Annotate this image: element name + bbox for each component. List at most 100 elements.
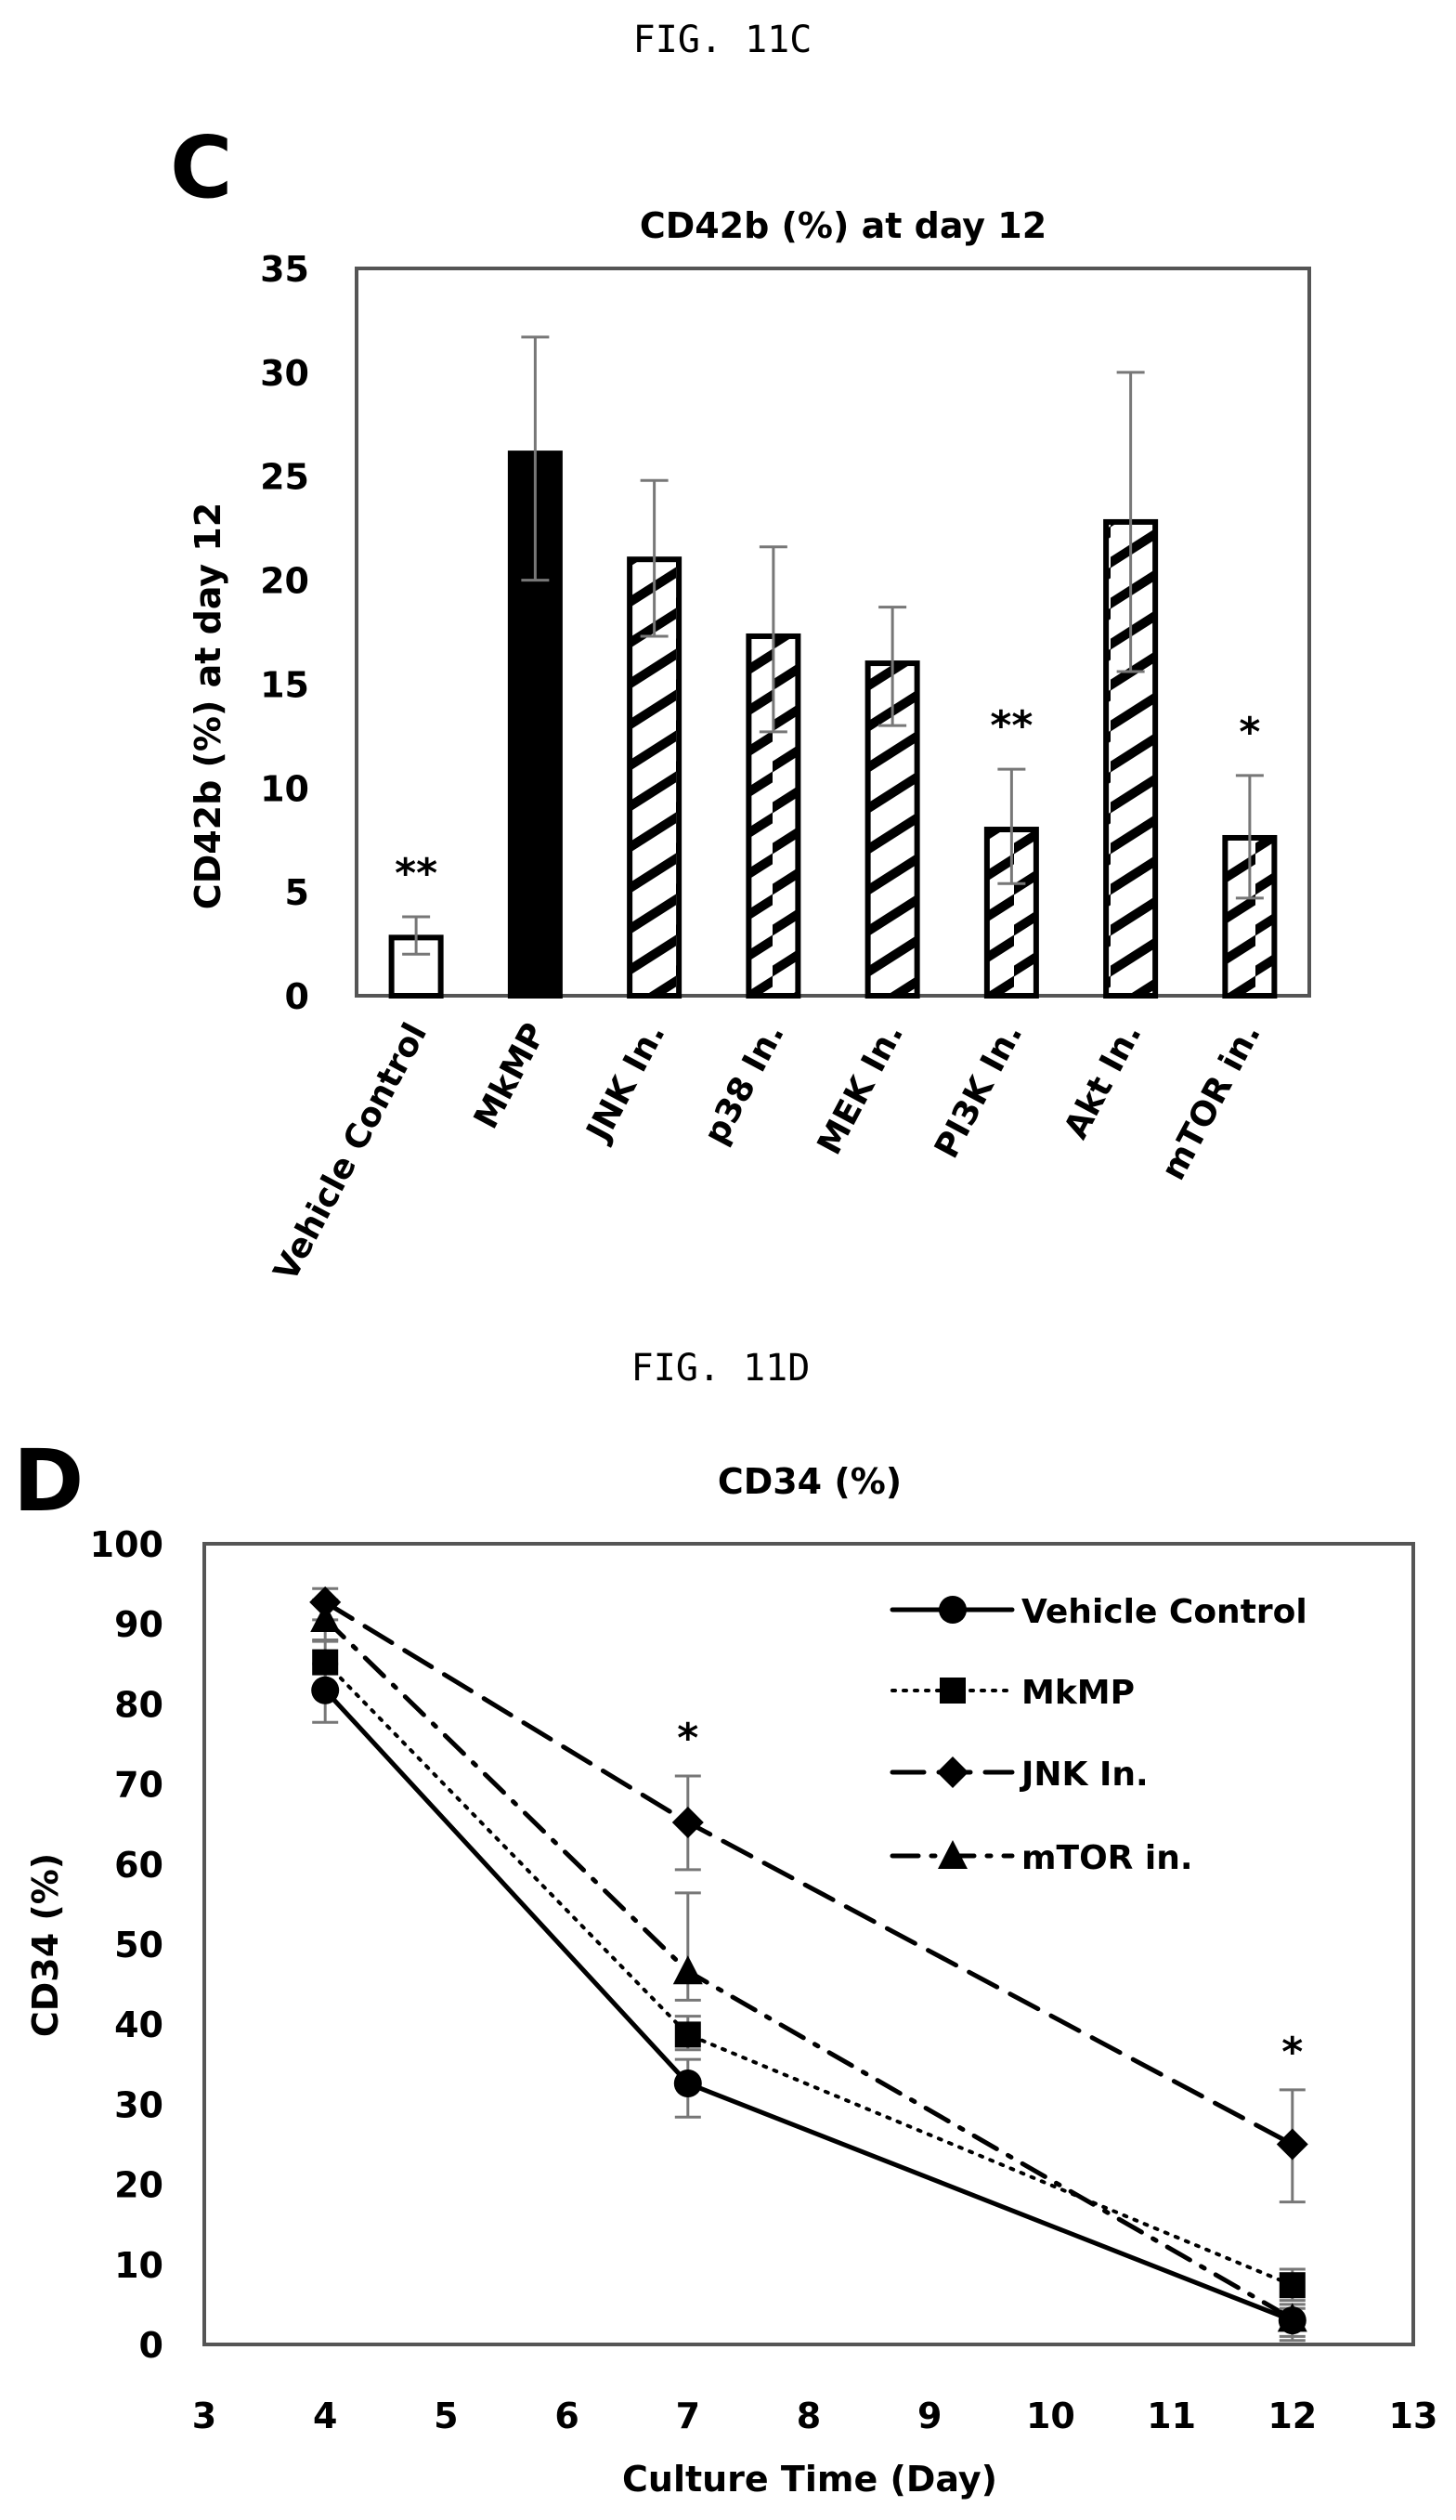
data-point-triangle: [672, 1955, 703, 1985]
chart-d-x-axis-label: Culture Time (Day): [622, 2459, 997, 2500]
category-label: mTOR in.: [1154, 1017, 1268, 1186]
data-point-circle: [311, 1676, 340, 1704]
category-label: JNK In.: [578, 1017, 673, 1150]
legend-item: mTOR in.: [890, 1839, 1193, 1877]
x-tick-label: 4: [313, 2396, 337, 2436]
data-point-diamond: [1276, 2128, 1308, 2161]
y-tick-label: 10: [260, 768, 309, 809]
y-tick-label: 20: [114, 2165, 163, 2206]
y-tick-label: 10: [114, 2245, 163, 2286]
series-line: [322, 1616, 1295, 2321]
error-bar: [1235, 774, 1264, 900]
chart-d-series-lines: [322, 1599, 1295, 2323]
legend-item: MkMP: [890, 1674, 1135, 1712]
y-tick-label: 15: [260, 664, 309, 705]
y-tick-label: 35: [260, 249, 309, 290]
y-tick-label: 0: [139, 2325, 163, 2366]
category-label: p38 In.: [696, 1017, 791, 1151]
bar: [746, 633, 801, 999]
y-tick-label: 40: [114, 2004, 163, 2045]
data-point-circle: [673, 2069, 702, 2097]
panel-d-letter: D: [13, 1431, 84, 1531]
category-label: Akt In.: [1057, 1017, 1149, 1145]
data-point-triangle: [310, 1603, 341, 1633]
panel-c-letter: C: [170, 118, 233, 217]
legend-marker-triangle: [938, 1840, 968, 1869]
error-bar: [997, 767, 1026, 885]
y-tick-label: 90: [114, 1604, 163, 1645]
x-tick-label: 3: [192, 2396, 216, 2436]
error-bar: [402, 915, 431, 956]
chart-d-plot-frame: [202, 1542, 1415, 2346]
data-point-diamond: [671, 1806, 704, 1838]
chart-d-legend: Vehicle Control MkMP JNK In. mTOR in.: [890, 1593, 1307, 1877]
category-label: PI3K In.: [928, 1017, 1030, 1165]
chart-c-category-labels: Vehicle Control MkMP JNK In. p38 In. MEK In.…: [266, 1017, 1268, 1287]
chart-d-title: CD34 (%): [718, 1461, 902, 1502]
significance-marker: *: [677, 1715, 698, 1762]
significance-marker: **: [395, 850, 437, 897]
legend-item: Vehicle Control: [890, 1593, 1307, 1631]
category-label: Vehicle Control: [266, 1017, 435, 1287]
error-bar: [640, 478, 669, 638]
y-tick-label: 30: [260, 353, 309, 394]
fig-d-caption: FIG. 11D: [631, 1347, 811, 1390]
y-tick-label: 100: [90, 1524, 163, 1565]
legend-marker-diamond: [937, 1756, 968, 1788]
error-bar: [1116, 371, 1145, 673]
error-bar: [759, 545, 787, 734]
chart-c-y-axis-label: CD42b (%) at day 12: [188, 503, 228, 909]
y-tick-label: 70: [114, 1765, 163, 1806]
y-tick-label: 80: [114, 1684, 163, 1725]
significance-marker: *: [1281, 2029, 1303, 2076]
legend-marker-square: [940, 1678, 966, 1704]
x-tick-label: 13: [1389, 2396, 1438, 2436]
x-tick-label: 5: [434, 2396, 458, 2436]
legend-label: JNK In.: [1019, 1756, 1149, 1794]
data-point-square: [674, 2021, 701, 2048]
legend-label: MkMP: [1021, 1674, 1135, 1712]
chart-d-x-ticks: 3 4 5 6 7 8 9 10 11 12 13: [192, 2396, 1438, 2436]
chart-d-significance: **: [677, 1715, 1303, 2076]
data-point-square: [1279, 2272, 1306, 2299]
significance-marker: *: [1239, 709, 1260, 756]
category-label: MkMP: [467, 1017, 553, 1135]
x-tick-label: 11: [1147, 2396, 1196, 2436]
chart-d-y-axis-label: CD34 (%): [25, 1853, 66, 2037]
legend-label: Vehicle Control: [1021, 1593, 1307, 1631]
chart-c-significance: **** *: [395, 702, 1260, 897]
y-tick-label: 30: [114, 2084, 163, 2125]
data-point-diamond: [309, 1586, 342, 1618]
error-bar: [521, 335, 550, 582]
chart-c-plot-frame: [355, 267, 1311, 998]
data-point-triangle: [1277, 2303, 1307, 2332]
legend-marker-circle: [939, 1596, 967, 1624]
y-tick-label: 60: [114, 1845, 163, 1886]
y-tick-label: 25: [260, 457, 309, 498]
chart-c-error-bars: [402, 335, 1264, 956]
chart-c-title: CD42b (%) at day 12: [640, 205, 1046, 246]
significance-marker: **: [990, 702, 1033, 750]
y-tick-label: 50: [114, 1925, 163, 1965]
chart-d-y-ticks: 0 10 20 30 40 50 60 70 80 90 100: [90, 1524, 163, 2366]
legend-item: JNK In.: [890, 1756, 1149, 1794]
y-tick-label: 20: [260, 561, 309, 602]
fig-c-caption: FIG. 11C: [633, 19, 812, 61]
y-tick-label: 5: [285, 872, 309, 913]
chart-c-bars: [388, 450, 1278, 999]
chart-d-markers: [309, 1586, 1308, 2335]
x-tick-label: 8: [797, 2396, 821, 2436]
error-bar: [878, 606, 907, 727]
y-tick-label: 0: [285, 976, 309, 1017]
x-tick-label: 9: [917, 2396, 942, 2436]
category-label: MEK In.: [811, 1017, 911, 1161]
x-tick-label: 10: [1026, 2396, 1075, 2436]
x-tick-label: 6: [554, 2396, 578, 2436]
x-tick-label: 7: [676, 2396, 700, 2436]
data-point-square: [312, 1649, 339, 1676]
chart-d-line: CD34 (%) Culture Time (Day) 0 10 20 30 40 50 6…: [25, 1524, 1437, 2500]
x-tick-label: 12: [1268, 2396, 1317, 2436]
chart-c-y-ticks: 0 5 10 15 20 25 30 35: [260, 249, 309, 1017]
